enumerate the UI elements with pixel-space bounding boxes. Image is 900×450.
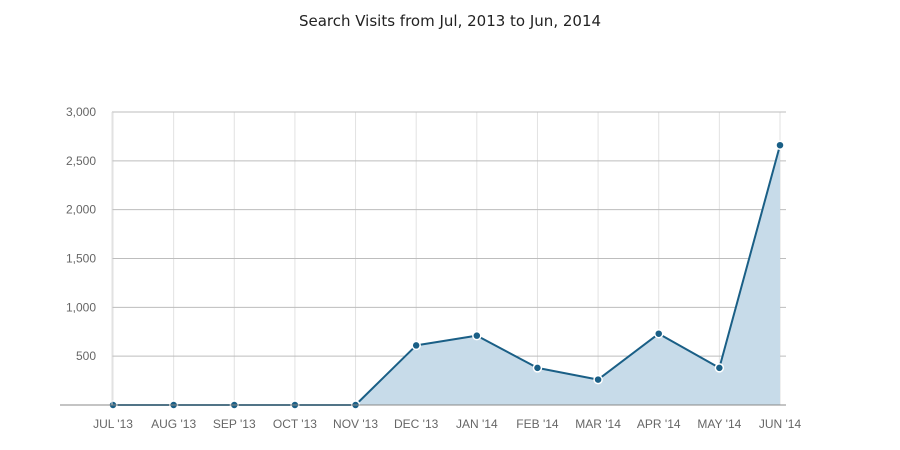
y-tick-label: 2,500 — [66, 154, 96, 168]
data-point[interactable] — [714, 363, 725, 373]
data-point[interactable] — [593, 374, 603, 385]
series-area — [113, 145, 780, 405]
y-tick-label: 2,000 — [66, 203, 96, 217]
x-tick-label: SEP '13 — [213, 417, 256, 431]
area-layer — [113, 145, 780, 405]
x-tick-label: MAY '14 — [697, 417, 741, 431]
x-tick-label: JAN '14 — [456, 417, 498, 431]
x-tick-label: APR '14 — [637, 417, 681, 431]
x-tick-label: MAR '14 — [575, 417, 621, 431]
x-tick-label: JUN '14 — [759, 417, 802, 431]
x-tick-label: NOV '13 — [333, 417, 378, 431]
x-tick-label: DEC '13 — [394, 417, 439, 431]
axis-layer — [60, 112, 786, 406]
y-tick-labels: 500 1,000 1,500 2,000 2,500 3,000 — [66, 105, 96, 363]
x-tick-label: OCT '13 — [273, 417, 317, 431]
y-tick-label: 3,000 — [66, 105, 96, 119]
horizontal-gridlines — [112, 111, 786, 357]
data-point[interactable] — [653, 328, 664, 339]
y-tick-label: 1,500 — [66, 252, 96, 266]
data-point[interactable] — [472, 330, 482, 341]
x-tick-label: JUL '13 — [93, 417, 133, 431]
x-tick-label: FEB '14 — [516, 417, 559, 431]
data-point[interactable] — [775, 140, 785, 150]
x-tick-labels: JUL '13 AUG '13 SEP '13 OCT '13 NOV '13 DEC '… — [93, 417, 801, 431]
y-tick-label: 1,000 — [66, 300, 96, 314]
data-point[interactable] — [411, 340, 421, 351]
x-tick-label: AUG '13 — [151, 417, 196, 431]
chart-title: Search Visits from Jul, 2013 to Jun, 201… — [298, 12, 602, 30]
data-point[interactable] — [532, 363, 543, 373]
y-tick-label: 500 — [76, 349, 96, 363]
